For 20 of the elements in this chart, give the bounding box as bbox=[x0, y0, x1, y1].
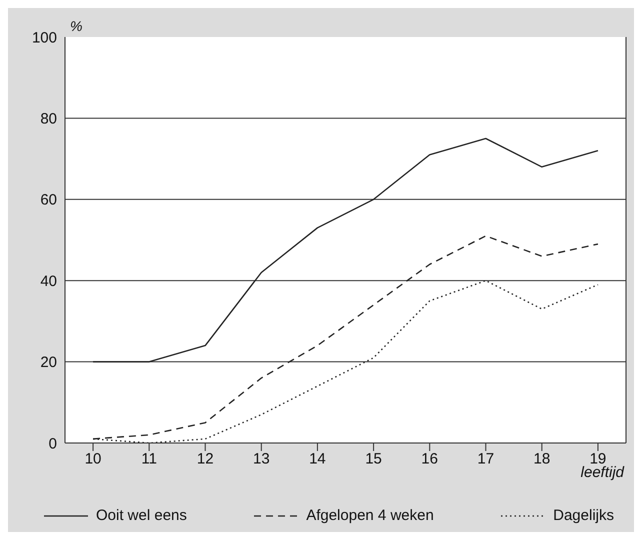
x-tick-label: 12 bbox=[196, 450, 214, 468]
x-tick-label: 14 bbox=[309, 450, 326, 468]
x-tick-label: 15 bbox=[365, 450, 382, 468]
x-axis-title: leeftijd bbox=[580, 464, 624, 481]
legend-label: Dagelijks bbox=[552, 507, 614, 524]
x-tick-label: 17 bbox=[477, 450, 494, 468]
y-tick-label: 40 bbox=[40, 272, 57, 290]
x-tick-label: 13 bbox=[253, 450, 270, 468]
y-tick-label: 60 bbox=[40, 192, 57, 209]
y-tick-label: 100 bbox=[32, 29, 57, 46]
x-tick-label: 11 bbox=[141, 450, 157, 468]
x-tick-label: 10 bbox=[84, 450, 102, 468]
x-tick-label: 16 bbox=[421, 450, 438, 468]
legend-label: Ooit wel eens bbox=[95, 507, 187, 524]
x-tick-label: 18 bbox=[534, 450, 550, 468]
legend-label: Afgelopen 4 weken bbox=[305, 507, 434, 524]
y-tick-label: 0 bbox=[48, 435, 57, 452]
y-axis-title: % bbox=[70, 18, 82, 34]
y-tick-label: 80 bbox=[40, 110, 57, 128]
y-tick-label: 20 bbox=[40, 354, 57, 372]
